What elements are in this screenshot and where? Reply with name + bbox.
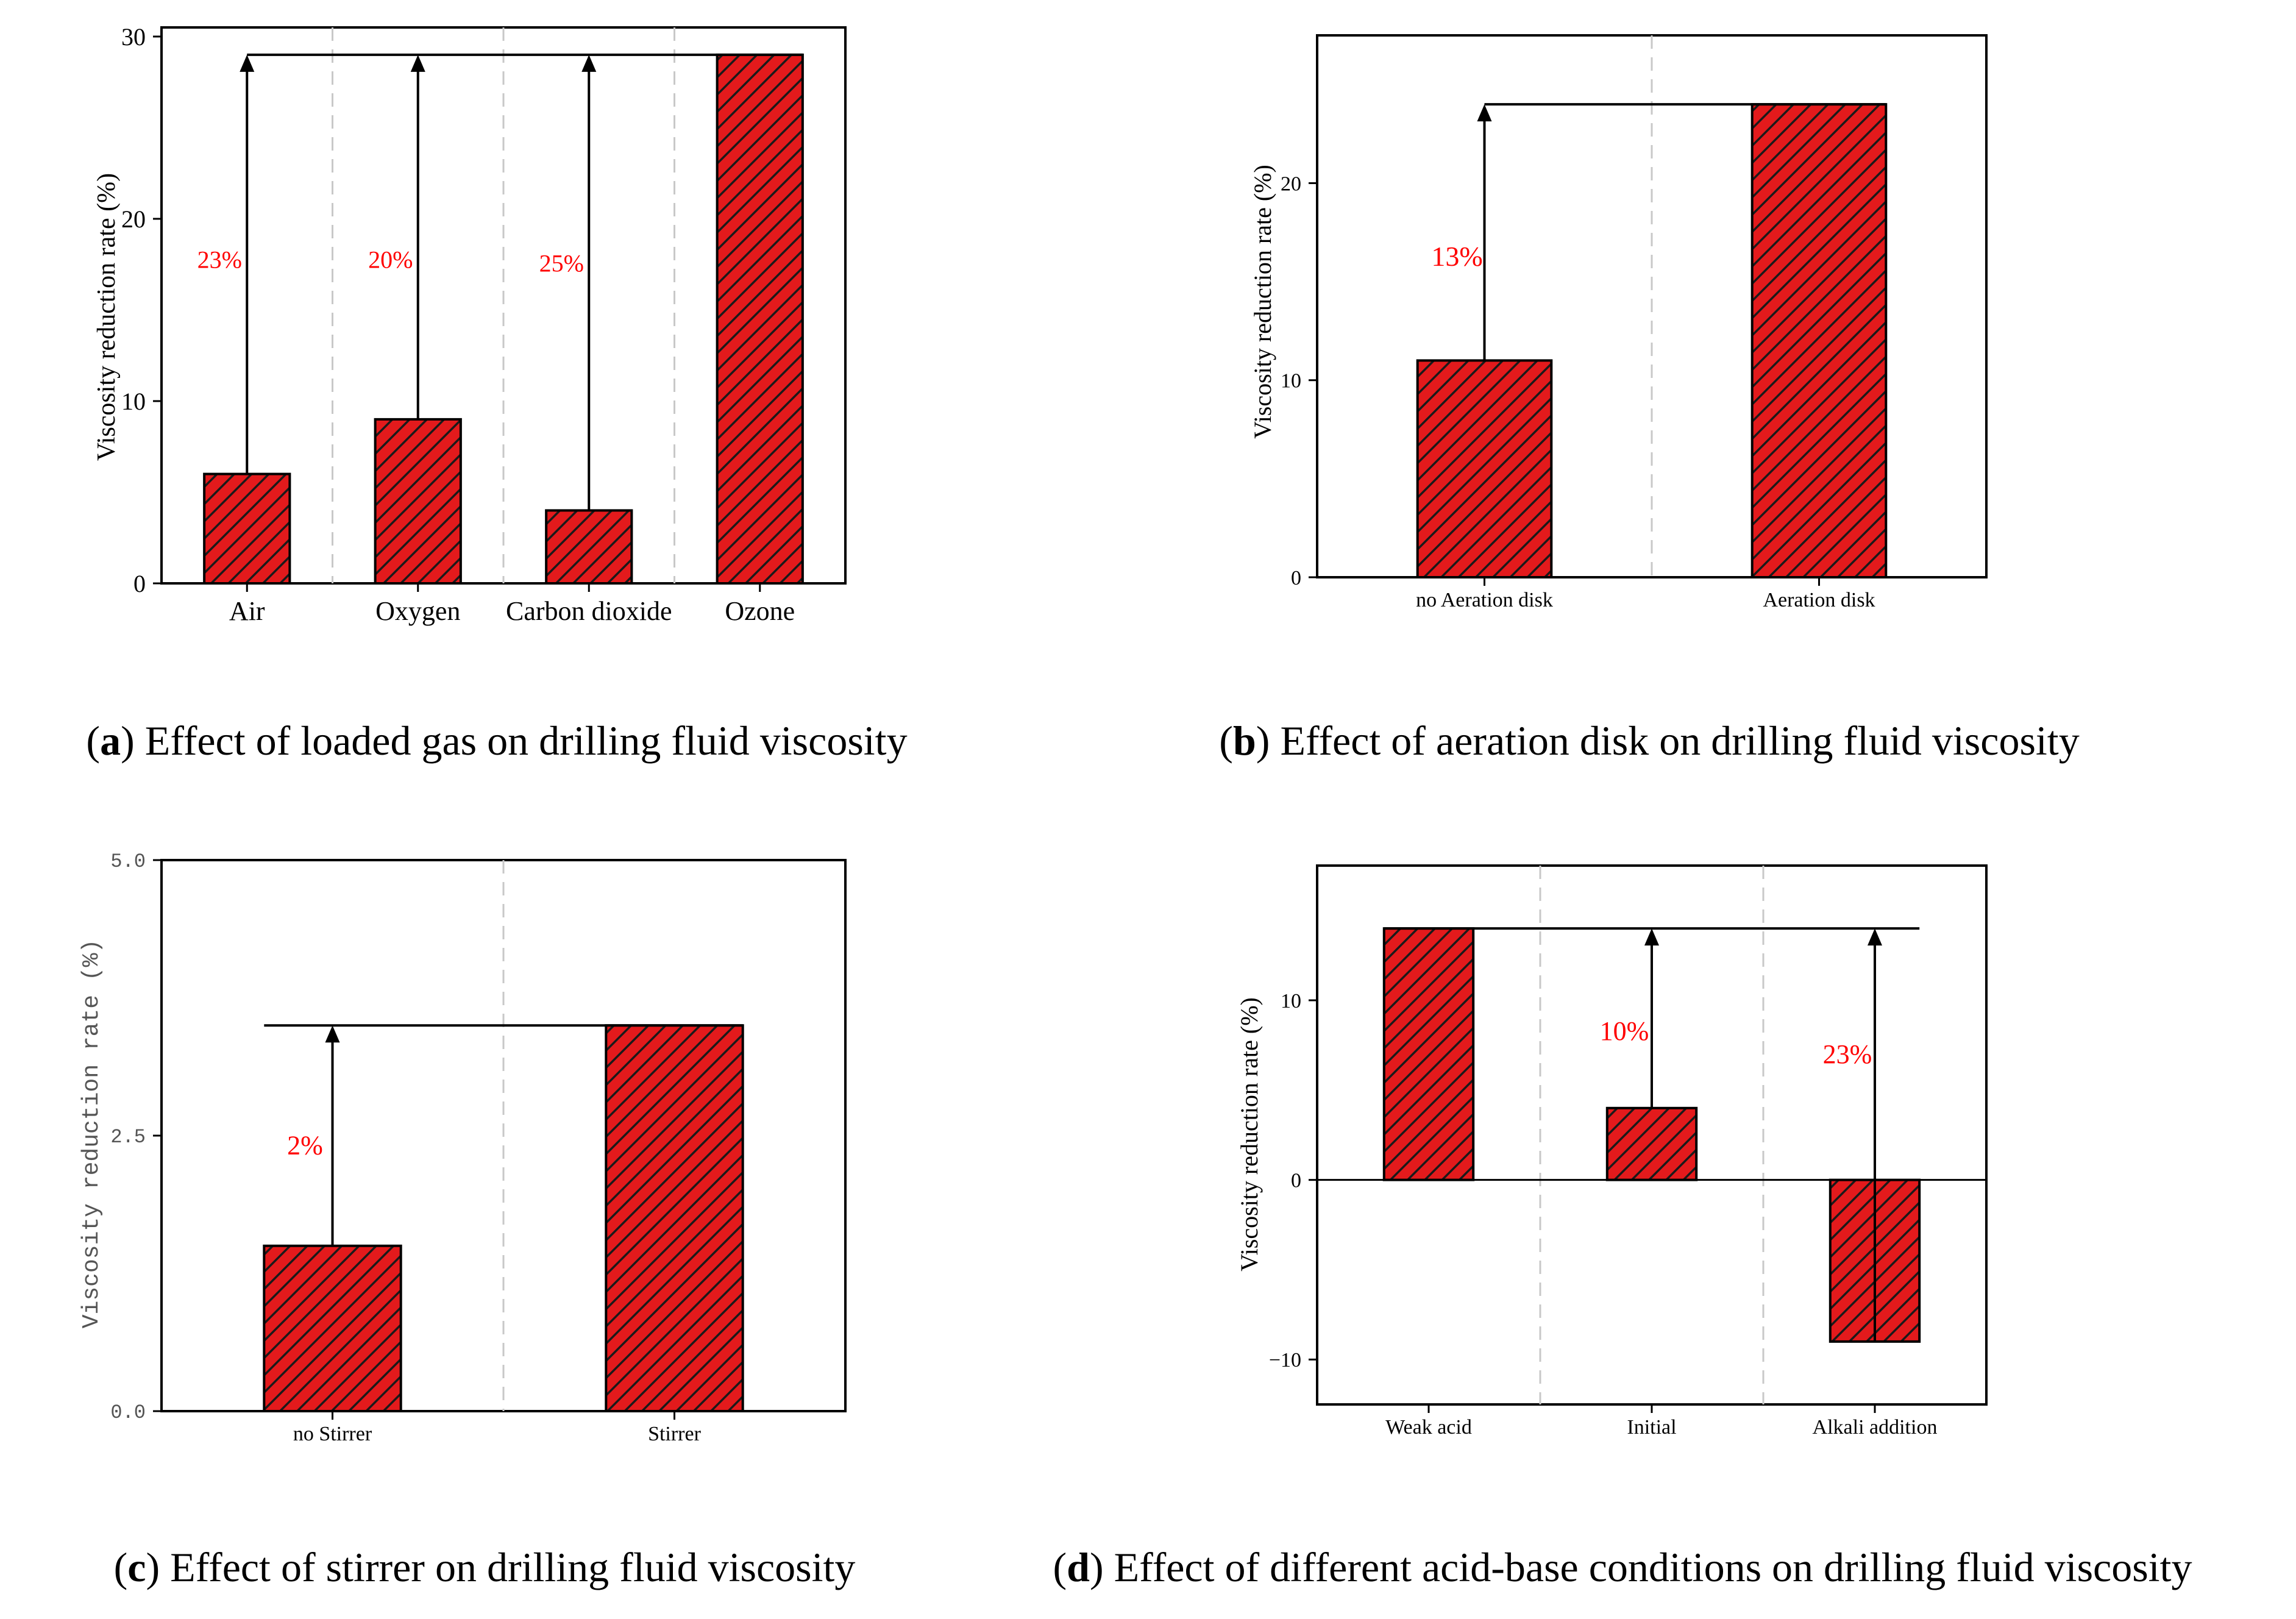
panel-a-caption-letter: a — [100, 717, 121, 764]
y-tick-label: 5.0 — [110, 850, 146, 873]
x-category-label: Weak acid — [1385, 1416, 1472, 1439]
y-tick-label: 20 — [1281, 173, 1301, 195]
panel-d-caption-letter: d — [1067, 1544, 1090, 1590]
annotation-label: 20% — [368, 246, 413, 274]
annotation-label: 23% — [197, 246, 242, 274]
y-tick-label: 0 — [133, 570, 146, 597]
panel-c-caption: (c) Effect of stirrer on drilling fluid … — [114, 1544, 856, 1590]
panel-b-caption: (b) Effect of aeration disk on drilling … — [1219, 717, 2079, 764]
panel-c-caption-letter: c — [127, 1544, 146, 1590]
panel-b-y-ticks: 0 10 20 — [1281, 173, 1317, 589]
annotation-arrowhead — [410, 54, 425, 72]
panel-c-x-labels: no Stirrer Stirrer — [293, 1411, 702, 1445]
panel-a-y-axis-label: Viscosity reduction rate (%) — [93, 173, 121, 461]
panel-c-reference: 2% — [264, 1024, 743, 1246]
panel-c-caption-text: Effect of stirrer on drilling fluid visc… — [170, 1544, 855, 1590]
panel-d-reference: 10% 23% — [1384, 927, 1920, 1342]
x-category-label: Air — [229, 596, 265, 626]
x-category-label: Ozone — [725, 596, 795, 626]
annotation-label: 13% — [1431, 241, 1482, 272]
y-tick-label: 10 — [1281, 990, 1301, 1012]
y-tick-label: 10 — [121, 388, 146, 415]
bar-no-aeration-disk — [1416, 359, 1553, 579]
panel-c-y-ticks: 0.0 2.5 5.0 — [110, 850, 162, 1424]
panel-d-caption: (d) Effect of different acid-base condit… — [1053, 1544, 2192, 1590]
panel-c-stirrer: 2% 0.0 2.5 5.0 no Stirrer Stirrer Viscosity… — [79, 850, 855, 1590]
x-category-label: Oxygen — [375, 596, 460, 626]
panel-b-caption-letter: b — [1233, 717, 1256, 764]
bar-ozone — [716, 53, 804, 585]
bar-no-stirrer — [263, 1244, 402, 1413]
annotation-label: 10% — [1600, 1016, 1649, 1046]
bar-air — [203, 472, 291, 585]
panel-a-reference: 23% 20% 25% — [197, 53, 803, 511]
panel-c-bars — [263, 1024, 744, 1413]
panel-d-caption-text: Effect of different acid-base conditions… — [1114, 1544, 2192, 1590]
panel-a-separators — [332, 27, 675, 583]
panel-a-caption-text: Effect of loaded gas on drilling fluid v… — [145, 717, 908, 764]
x-category-label: Alkali addition — [1813, 1416, 1938, 1439]
bar-oxygen — [374, 418, 462, 585]
y-tick-label: 2.5 — [110, 1126, 146, 1148]
bar-weak-acid — [1382, 927, 1475, 1181]
annotation-arrowhead — [1477, 104, 1492, 122]
y-tick-label: 0.0 — [110, 1401, 146, 1424]
y-tick-label: 30 — [121, 23, 146, 51]
panel-b-reference: 13% — [1431, 103, 1886, 361]
y-tick-label: 0 — [1291, 1170, 1301, 1192]
x-category-label: Carbon dioxide — [506, 596, 672, 626]
panel-d-y-ticks: −10 0 10 — [1269, 990, 1317, 1372]
x-category-label: Stirrer — [648, 1423, 702, 1445]
panel-d-x-labels: Weak acid Initial Alkali addition — [1385, 1404, 1937, 1439]
annotation-arrowhead — [240, 54, 255, 72]
panel-d-y-axis-label: Viscosity reduction rate (%) — [1235, 997, 1263, 1272]
y-tick-label: 0 — [1291, 567, 1301, 589]
annotation-arrowhead — [1868, 928, 1882, 946]
panel-a-x-labels: Air Oxygen Carbon dioxide Ozone — [229, 583, 795, 626]
panel-c-y-axis-label: Viscosity reduction rate (%) — [79, 939, 105, 1329]
y-tick-label: −10 — [1269, 1349, 1301, 1372]
panel-d-acid-base: 10% 23% −10 0 10 Weak acid Initial Alkali add… — [1053, 864, 2192, 1590]
bar-aeration-disk — [1750, 103, 1888, 579]
panel-a-loaded-gas: 23% 20% 25% 0 10 20 30 Air Oxygen Carbon dioxid… — [86, 23, 907, 764]
annotation-label: 2% — [287, 1131, 323, 1161]
annotation-label: 25% — [539, 250, 584, 277]
annotation-arrowhead — [1644, 928, 1659, 946]
panel-a-caption: (a) Effect of loaded gas on drilling flu… — [86, 717, 907, 764]
panel-b-y-axis-label: Viscosity reduction rate (%) — [1249, 165, 1276, 439]
annotation-arrowhead — [325, 1025, 340, 1043]
y-tick-label: 20 — [121, 205, 146, 233]
x-category-label: no Stirrer — [293, 1423, 372, 1445]
bar-initial — [1605, 1106, 1698, 1181]
y-tick-label: 10 — [1281, 370, 1301, 393]
bar-carbon-dioxide — [545, 509, 633, 585]
panel-b-x-labels: no Aeration disk Aeration disk — [1416, 577, 1875, 611]
x-category-label: no Aeration disk — [1416, 589, 1553, 611]
panel-a-y-ticks: 0 10 20 30 — [121, 23, 162, 597]
panel-a-bars — [203, 53, 804, 585]
annotation-label: 23% — [1823, 1039, 1872, 1069]
annotation-arrowhead — [581, 54, 597, 72]
panel-b-caption-text: Effect of aeration disk on drilling flui… — [1280, 717, 2079, 764]
x-category-label: Initial — [1627, 1416, 1676, 1439]
bar-stirrer — [605, 1024, 744, 1412]
x-category-label: Aeration disk — [1763, 589, 1875, 611]
